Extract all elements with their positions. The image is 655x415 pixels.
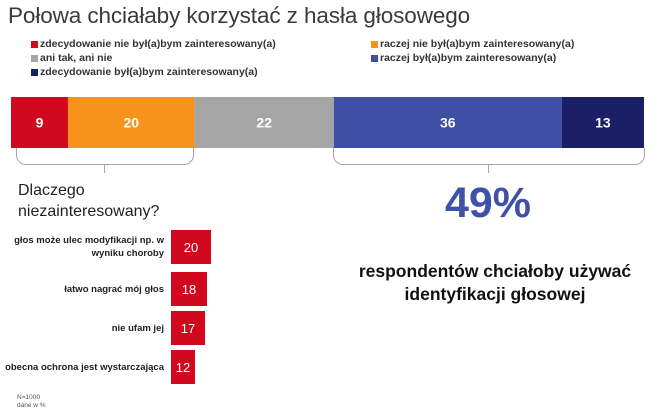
- reason-row: łatwo nagrać mój głos 18: [0, 272, 230, 312]
- reason-row: obecna ochrona jest wystarczająca 12: [0, 350, 230, 390]
- reason-label: nie ufam jej: [111, 322, 164, 334]
- highlight-caption: respondentów chciałoby używać identyfika…: [358, 261, 632, 304]
- stacked-bar-value-label: 36: [440, 115, 456, 131]
- chart-title: Połowa chciałaby korzystać z hasła głoso…: [8, 3, 471, 28]
- legend-item-rather-not: raczej nie był(a)bym zainteresowany(a): [371, 38, 574, 50]
- legend-swatch: [371, 54, 378, 62]
- legend-item-strongly-yes: zdecydowanie był(a)bym zainteresowany(a): [31, 66, 258, 78]
- legend-label: zdecydowanie był(a)bym zainteresowany(a): [40, 66, 258, 78]
- legend-swatch: [31, 68, 38, 76]
- reason-label: łatwo nagrać mój głos: [64, 283, 164, 295]
- stacked-bar-chart: 9 20 22 36 13: [11, 97, 644, 148]
- reason-label: głos może ulec modyfikacji np. w wyniku …: [14, 235, 164, 259]
- reason-bar: 17: [171, 311, 205, 345]
- legend-item-neutral: ani tak, ani nie: [31, 52, 112, 64]
- reason-row: nie ufam jej 17: [0, 311, 230, 351]
- footnote-sample-size: N=1000: [17, 394, 40, 401]
- legend-item-rather-yes: raczej był(a)bym zainteresowany(a): [371, 52, 556, 64]
- reason-bar: 18: [171, 272, 207, 306]
- legend-label: raczej nie był(a)bym zainteresowany(a): [380, 38, 575, 50]
- why-heading: Dlaczego niezainteresowany?: [18, 182, 160, 220]
- legend: zdecydowanie nie był(a)bym zainteresowan…: [0, 0, 655, 90]
- stacked-bar-value-label: 13: [595, 115, 611, 131]
- reason-row: głos może ulec modyfikacji np. w wyniku …: [0, 230, 230, 270]
- legend-swatch: [31, 40, 38, 48]
- legend-swatch: [371, 40, 378, 48]
- bracket-tick: [488, 164, 489, 173]
- bracket-tick: [104, 164, 105, 173]
- stacked-bar-segment: [333, 97, 562, 148]
- reason-bar: 20: [171, 230, 211, 264]
- footnote-unit: dane w %: [17, 402, 46, 409]
- stacked-bar-segment: [561, 97, 644, 148]
- bracket-uninterested: [16, 148, 194, 165]
- stacked-bar-value-label: 22: [256, 115, 272, 131]
- legend-label: ani tak, ani nie: [40, 52, 113, 64]
- legend-swatch: [31, 54, 38, 62]
- stacked-bar-segment: [194, 97, 334, 148]
- stacked-bar-value-label: 9: [36, 115, 44, 131]
- highlight-percent: 49%: [444, 179, 532, 227]
- legend-label: raczej był(a)bym zainteresowany(a): [380, 52, 557, 64]
- reason-bar: 12: [171, 350, 195, 384]
- footnote: N=1000 dane w %: [17, 394, 46, 410]
- stacked-bar-segment: [67, 97, 195, 148]
- reason-label: obecna ochrona jest wystarczająca: [5, 361, 164, 373]
- stacked-bar-segment: [11, 97, 68, 148]
- stacked-bar-value-label: 20: [123, 115, 139, 131]
- legend-item-strongly-not: zdecydowanie nie był(a)bym zainteresowan…: [31, 38, 276, 50]
- bracket-interested: [333, 148, 645, 165]
- legend-label: zdecydowanie nie był(a)bym zainteresowan…: [40, 38, 276, 50]
